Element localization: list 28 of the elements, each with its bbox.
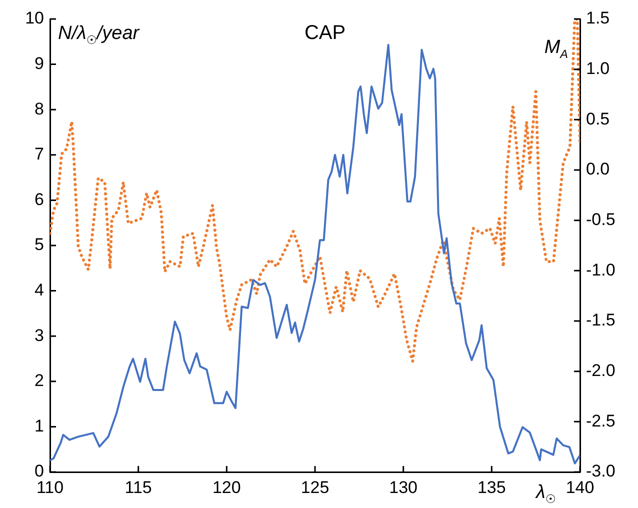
x-tick-label: 135 [477, 478, 506, 497]
x-tick-label: 115 [124, 478, 152, 497]
y-tick-label: 2 [34, 371, 44, 390]
y2-tick-label: 1.5 [586, 8, 610, 28]
y-tick-label: 3 [34, 326, 44, 345]
y2-tick-label: 0.0 [586, 160, 610, 179]
y-tick-label: 10 [25, 8, 44, 28]
y2-tick-label: 1.0 [586, 59, 610, 78]
x-tick-label: 120 [212, 478, 241, 497]
y2-tick-label: -1.0 [586, 260, 616, 280]
y-tick-label: 4 [34, 280, 44, 300]
y2-tick-label: -0.5 [586, 210, 616, 230]
y2-tick-label: 0.5 [586, 109, 610, 128]
y-tick-label: 7 [34, 144, 44, 164]
y2-tick-label: -2.5 [586, 411, 616, 430]
y-tick-label: 9 [34, 54, 44, 73]
y2-tick-label: -2.0 [586, 361, 616, 380]
x-tick-label: 130 [389, 478, 418, 497]
y-tick-label: 6 [34, 190, 44, 209]
chart-title: CAP [304, 22, 346, 44]
y-tick-label: 8 [34, 99, 44, 118]
y-axis-title: N/λ☉/year [58, 23, 140, 47]
y-tick-label: 5 [34, 235, 44, 254]
x-axis-title: λ☉ [535, 482, 556, 506]
x-tick-label: 125 [300, 478, 330, 497]
y-tick-label: 1 [34, 416, 44, 436]
y2-tick-label: -1.5 [586, 310, 616, 330]
line-series [50, 19, 580, 363]
